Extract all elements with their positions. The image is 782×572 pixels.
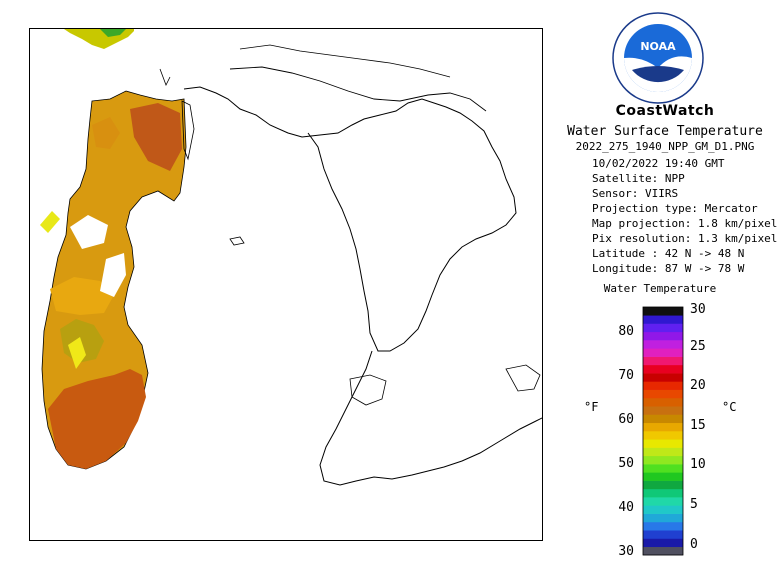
lake-michigan-map: [40, 29, 542, 486]
sensor: Sensor: VIIRS: [592, 187, 679, 200]
satellite: Satellite: NPP: [592, 172, 685, 185]
product-subtitle: Water Surface Temperature: [567, 124, 763, 139]
color-bar-swatch: [643, 480, 683, 490]
lake-huron-coastline: [183, 86, 542, 486]
c-tick: 30: [690, 302, 706, 317]
color-bar-frame: [642, 306, 684, 556]
color-bar-swatch: [643, 497, 683, 506]
color-bar: [642, 306, 684, 556]
lake-superior-fragment: [64, 29, 134, 49]
color-bar-swatch: [643, 414, 683, 424]
color-bar-swatch: [643, 373, 683, 382]
f-tick: 70: [618, 368, 634, 383]
color-bar-swatch: [643, 530, 683, 539]
color-bar-swatch: [643, 422, 683, 432]
f-tick: 40: [618, 500, 634, 515]
color-bar-swatch: [643, 397, 683, 407]
legend-title: Water Temperature: [603, 282, 717, 295]
f-tick: 30: [618, 544, 634, 559]
color-bar-swatch: [643, 447, 683, 457]
pix-resolution: Pix resolution: 1.3 km/pixel: [592, 232, 778, 245]
longitude-range: Longitude: 87 W -> 78 W: [592, 262, 745, 275]
color-bar-swatch: [643, 488, 683, 498]
projection-type: Projection type: Mercator: [592, 202, 758, 215]
color-bar-swatch: [643, 406, 683, 415]
c-tick: 0: [690, 537, 698, 552]
map-panel: [29, 28, 543, 541]
c-tick: 15: [690, 418, 706, 433]
f-tick: 50: [618, 456, 634, 471]
f-tick: 60: [618, 412, 634, 427]
color-bar-swatch: [643, 348, 683, 357]
color-bar-swatch: [643, 455, 683, 465]
color-bar-swatch: [643, 307, 683, 316]
fahrenheit-unit: °F: [584, 400, 599, 414]
color-bar-swatch: [643, 356, 683, 366]
f-tick: 80: [618, 324, 634, 339]
c-tick: 10: [690, 457, 706, 472]
color-bar-swatch: [643, 323, 683, 333]
color-bar-swatch: [643, 364, 683, 374]
color-bar-swatch: [643, 331, 683, 341]
color-bar-swatch: [643, 464, 683, 473]
file-name: 2022_275_1940_NPP_GM_D1.PNG: [575, 140, 755, 153]
color-bar-swatch: [643, 431, 683, 440]
color-bar-swatch: [643, 381, 683, 390]
noaa-logo-icon: NOAA: [612, 12, 704, 104]
color-bar-swatch: [643, 340, 683, 349]
latitude-range: Latitude : 42 N -> 48 N: [592, 247, 745, 260]
celsius-unit: °C: [722, 400, 737, 414]
color-bar-swatch: [643, 538, 683, 548]
color-bar-swatch: [643, 439, 683, 448]
page-title: CoastWatch: [615, 103, 715, 119]
map-projection: Map projection: 1.8 km/pixel: [592, 217, 778, 230]
color-bar-swatch: [643, 546, 683, 556]
color-bar-swatch: [643, 315, 683, 324]
color-bar-swatch: [643, 505, 683, 514]
color-bar-swatch: [643, 389, 683, 399]
c-tick: 25: [690, 339, 706, 354]
c-tick: 20: [690, 378, 706, 393]
datetime: 10/02/2022 19:40 GMT: [592, 157, 725, 170]
color-bar-swatch: [643, 472, 683, 481]
color-bar-swatch: [643, 513, 683, 523]
color-bar-swatch: [643, 521, 683, 531]
c-tick: 5: [690, 497, 698, 512]
logo-text: NOAA: [640, 40, 676, 53]
